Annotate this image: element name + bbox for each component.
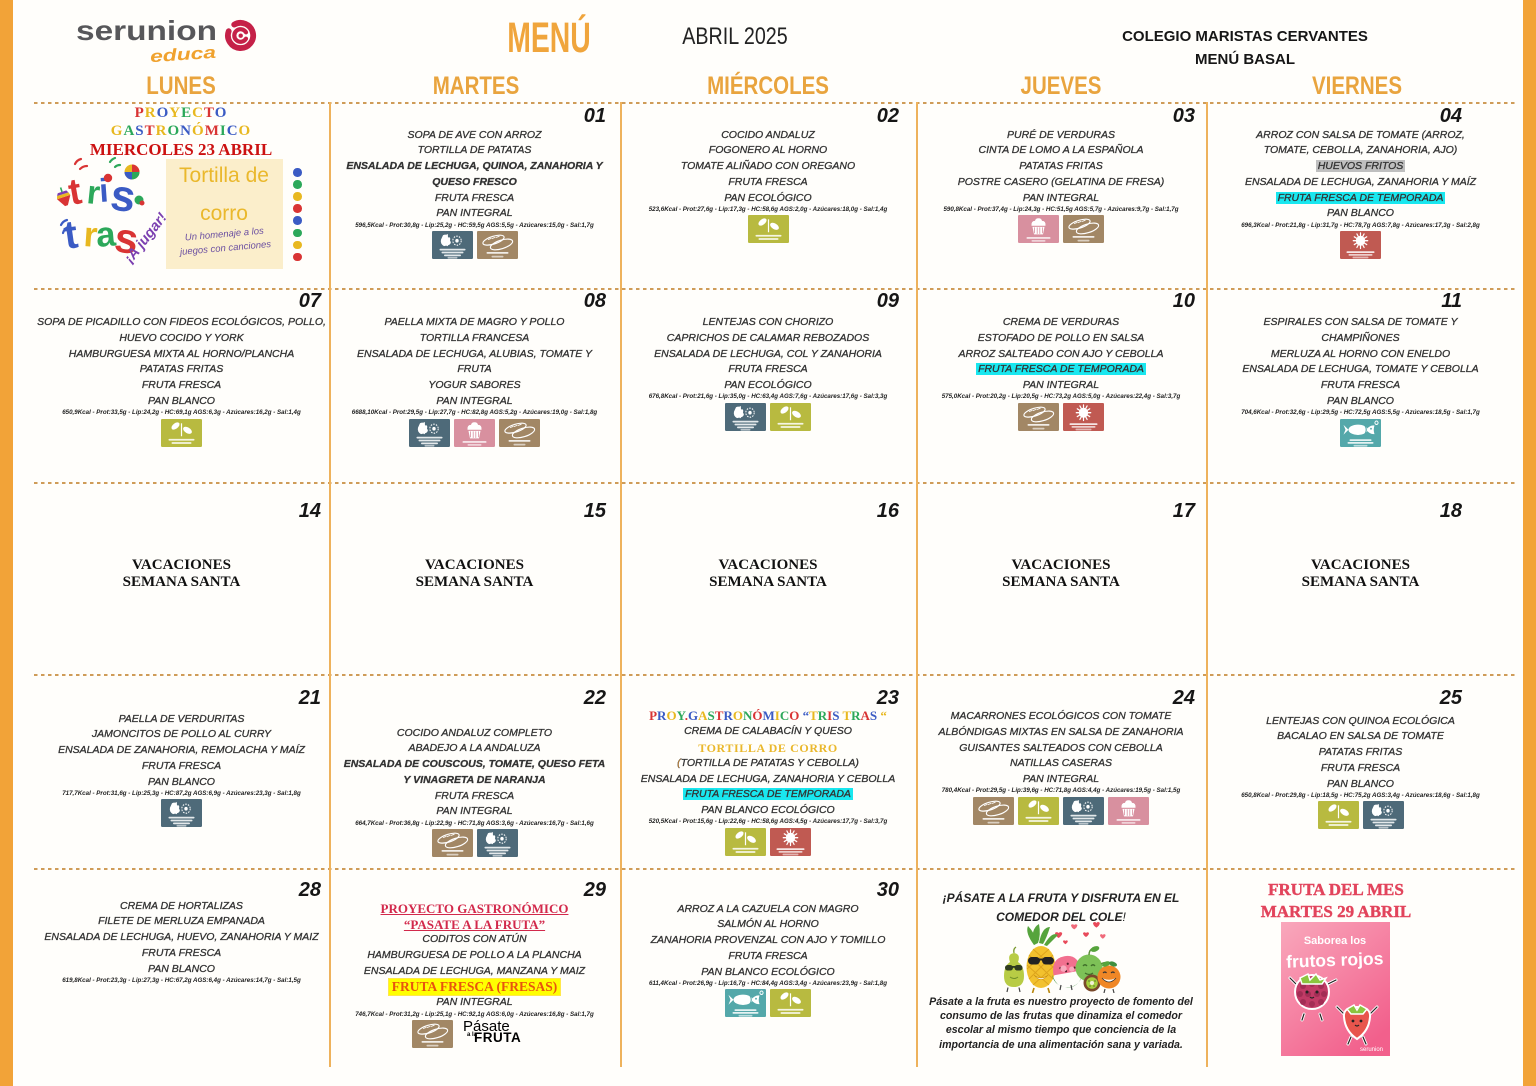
svg-text:serunion: serunion	[1360, 1047, 1383, 1053]
svg-text:serunion: serunion	[76, 15, 217, 46]
svg-text:frutos rojos: frutos rojos	[1286, 948, 1384, 971]
svg-text:educa: educa	[149, 43, 216, 67]
svg-text:r: r	[82, 215, 99, 255]
svg-text:a: a	[94, 214, 117, 255]
svg-text:t: t	[65, 170, 84, 213]
svg-text:t: t	[61, 212, 80, 257]
svg-text:r: r	[85, 173, 102, 211]
svg-text:i: i	[98, 171, 110, 209]
svg-text:Saborea los: Saborea los	[1304, 935, 1366, 947]
